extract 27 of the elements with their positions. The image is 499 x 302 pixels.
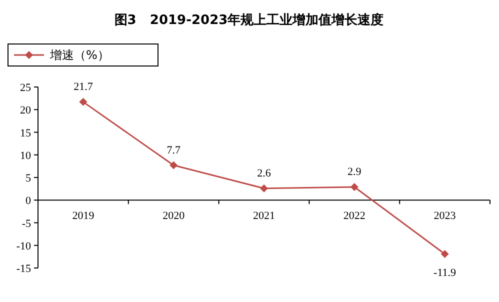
point: [440, 250, 449, 258]
y-tick-label: -10: [16, 240, 32, 252]
data-label: 2.6: [257, 167, 272, 180]
x-tick-label: 2021: [253, 210, 275, 222]
y-tick-label: 10: [20, 150, 32, 162]
chart-title: 图3 2019-2023年规上工业增加值增长速度: [114, 12, 384, 28]
data-label: 7.7: [166, 144, 181, 156]
y-tick-label: 25: [20, 82, 32, 94]
legend-label: 增速（%）: [49, 48, 110, 62]
x-tick-label: 2022: [343, 210, 366, 222]
x-tick-label: 2020: [162, 210, 186, 222]
x-tick-label: 2019: [72, 210, 95, 222]
point: [79, 98, 88, 106]
y-tick-label: -15: [16, 263, 32, 275]
y-tick-label: 0: [26, 195, 32, 208]
legend: 增速（%）: [8, 44, 158, 66]
point: [170, 161, 178, 170]
x-tick-label: 2023: [434, 210, 456, 222]
y-tick-label: 15: [20, 127, 32, 140]
y-tick-label: 5: [26, 172, 32, 184]
data-label: 21.7: [74, 80, 94, 93]
point: [260, 184, 268, 192]
data-label: -11.9: [434, 266, 457, 279]
point: [350, 183, 358, 192]
data-label: 2.9: [348, 166, 362, 178]
y-tick-label: 20: [20, 104, 32, 117]
y-tick-label: -5: [22, 218, 32, 230]
